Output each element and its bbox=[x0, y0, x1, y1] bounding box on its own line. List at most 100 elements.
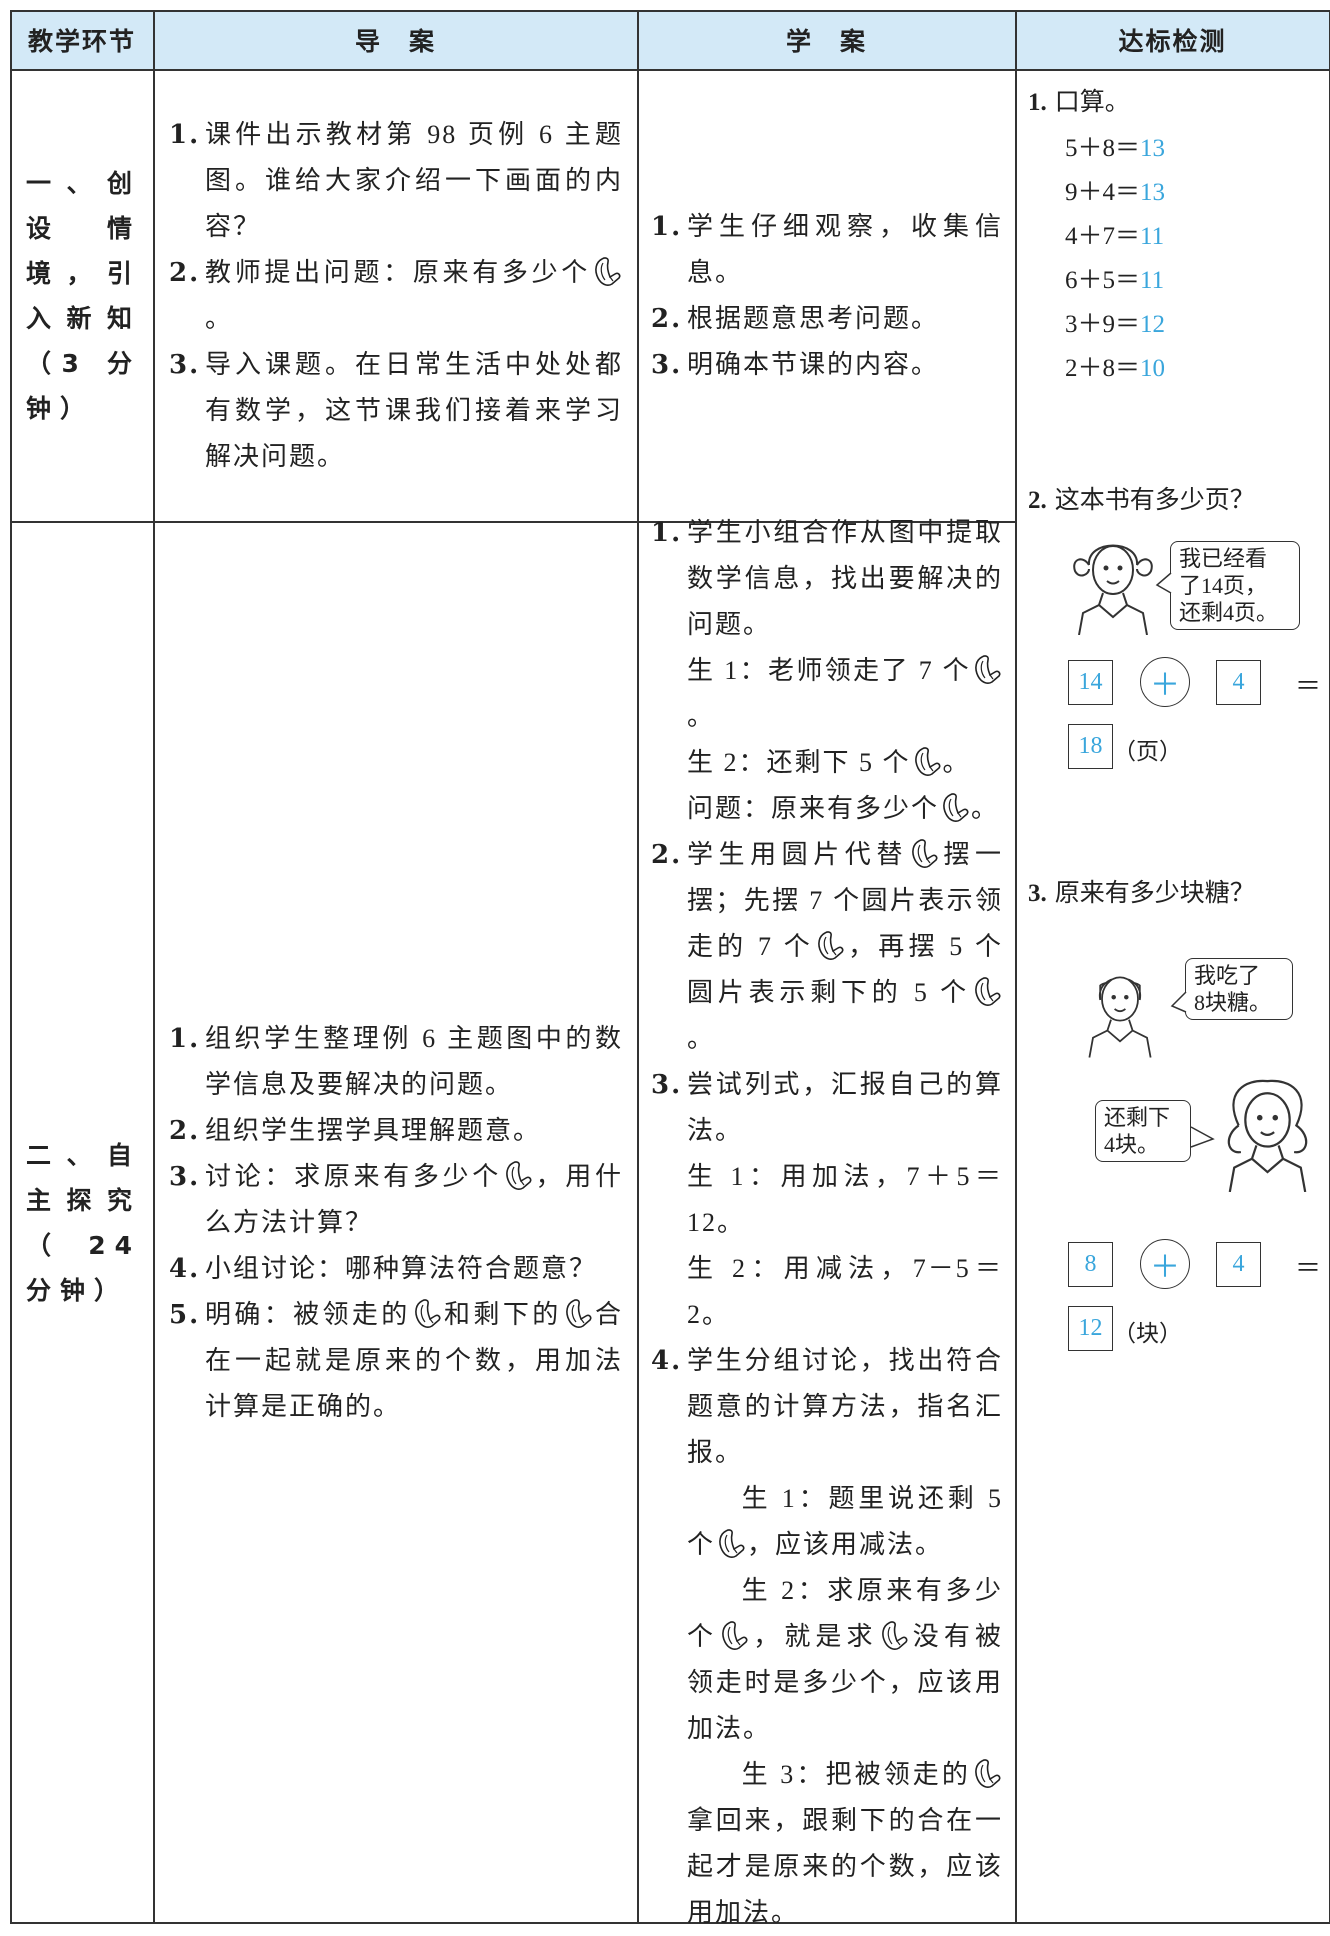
paragraph: 生 2：还剩下 5 个 。 bbox=[687, 740, 1003, 786]
answer: 12 bbox=[1140, 311, 1166, 338]
column-header: 学 案 bbox=[638, 11, 1015, 69]
unit: （页） bbox=[1113, 739, 1182, 764]
item-icon bbox=[506, 1160, 532, 1190]
paragraph: 小组讨论：哪种算法符合题意？ bbox=[205, 1246, 623, 1292]
stage-cell: 二、自主探究（24 分钟） bbox=[12, 523, 153, 1922]
text: 。 bbox=[942, 747, 971, 777]
item-number: 4. bbox=[651, 1345, 683, 1376]
list-item: 4. 学生分组讨论，找出符合题意的计算方法，指名汇报。生 1：题里说还剩 5 个，… bbox=[651, 1338, 1003, 1936]
text: 摆一摆；先摆 7 个圆片表示领走的 7 个 bbox=[687, 839, 1003, 961]
table-rule bbox=[10, 521, 1017, 523]
list-item: 2. 学生用圆片代替 摆一摆；先摆 7 个圆片表示领走的 7 个，再摆 5 个圆片表… bbox=[651, 832, 1003, 1062]
paragraph: 生 1：题里说还剩 5 个，应该用减法。 bbox=[687, 1476, 1003, 1568]
text: 学生小组合作从图中提取数学信息，找出要解决的问题。 bbox=[687, 517, 1003, 639]
expression: 2＋8＝ bbox=[1065, 355, 1141, 382]
bubble-tail bbox=[1190, 1126, 1215, 1148]
text: 和剩下的 bbox=[442, 1299, 562, 1329]
item-body: 根据题意思考问题。 bbox=[687, 296, 1003, 342]
text: ，用什么方法计算？ bbox=[205, 1161, 623, 1237]
text: ，应该用减法。 bbox=[747, 1529, 944, 1559]
item-icon bbox=[943, 792, 969, 822]
item-body: 课件出示教材第 98 页例 6 主题图。谁给大家介绍一下画面的内容？ bbox=[205, 112, 623, 250]
stage-label: 二、自主探究（24 分钟） bbox=[26, 1140, 141, 1305]
item-number: 3. bbox=[1028, 880, 1047, 907]
text: 学生分组讨论，找出符合题意的计算方法，指名汇报。 bbox=[687, 1345, 1003, 1467]
answer: 13 bbox=[1140, 135, 1166, 162]
item-icon bbox=[565, 1298, 592, 1328]
equals: ＝ bbox=[1295, 672, 1322, 701]
answer: 10 bbox=[1140, 355, 1166, 382]
paragraph: 讨论：求原来有多少个 ，用什么方法计算？ bbox=[205, 1154, 623, 1246]
list-item: 2. 根据题意思考问题。 bbox=[651, 296, 1003, 342]
paragraph: 学生分组讨论，找出符合题意的计算方法，指名汇报。 bbox=[687, 1338, 1003, 1476]
item-number: 2. bbox=[1028, 487, 1047, 514]
item-icon bbox=[818, 930, 844, 960]
text: 。 bbox=[687, 701, 716, 731]
paragraph: 生 3：把被领走的拿回来，跟剩下的合在一起才是原来的个数，应该用加法。 bbox=[687, 1752, 1003, 1936]
text: ，再摆 5 个圆片表示剩下的 5 个 bbox=[687, 931, 1003, 1007]
speech-bubble: 我吃了 8块糖。 bbox=[1185, 958, 1293, 1020]
speech-bubble: 还剩下 4块。 bbox=[1095, 1100, 1191, 1162]
text: 生 2：用减法，7－5＝2。 bbox=[687, 1253, 1003, 1329]
text: 生 1：老师领走了 7 个 bbox=[687, 655, 971, 685]
paragraph: 明确本节课的内容。 bbox=[687, 342, 1003, 388]
paragraph: 教师提出问题：原来有多少个。 bbox=[205, 250, 623, 342]
bubble-tail bbox=[1170, 991, 1187, 1013]
speech-bubble: 我已经看 了14页， 还剩4页。 bbox=[1170, 541, 1300, 630]
check-item-title: 3. 原来有多少块糖？ bbox=[1028, 873, 1255, 909]
list-item: 1. 组织学生整理例 6 主题图中的数学信息及要解决的问题。 bbox=[169, 1016, 623, 1108]
text: 学生用圆片代替 bbox=[687, 839, 908, 869]
paragraph: 学生用圆片代替 摆一摆；先摆 7 个圆片表示领走的 7 个，再摆 5 个圆片表示剩… bbox=[687, 832, 1003, 1062]
text: 小组讨论：哪种算法符合题意？ bbox=[205, 1253, 598, 1283]
text: 。 bbox=[971, 793, 1000, 823]
text: 。 bbox=[205, 304, 234, 333]
list-item: 1. 学生小组合作从图中提取数学信息，找出要解决的问题。生 1：老师领走了 7 个… bbox=[651, 510, 1003, 832]
text: 导入课题。在日常生活中处处都有数学，这节课我们接着来学习解决问题。 bbox=[205, 350, 623, 471]
oral-problem: 6＋5＝11 bbox=[1065, 260, 1164, 296]
study-cell: 1. 学生仔细观察，收集信息。 2. 根据题意思考问题。 3. 明确本节课的内容。 bbox=[639, 71, 1015, 521]
answer: 11 bbox=[1140, 267, 1165, 294]
item-number: 4. bbox=[169, 1253, 201, 1284]
answer-box: 18 bbox=[1068, 724, 1113, 769]
item-body: 尝试列式，汇报自己的算法。生 1：用加法，7＋5＝12。生 2：用减法，7－5＝… bbox=[687, 1062, 1003, 1338]
item-icon bbox=[975, 1758, 1001, 1788]
paragraph: 课件出示教材第 98 页例 6 主题图。谁给大家介绍一下画面的内容？ bbox=[205, 112, 623, 250]
text: 讨论：求原来有多少个 bbox=[205, 1161, 502, 1191]
item-number: 2. bbox=[169, 1115, 201, 1146]
oral-problem: 9＋4＝13 bbox=[1065, 172, 1165, 208]
expression: 9＋4＝ bbox=[1065, 179, 1141, 206]
unit: （块） bbox=[1113, 1321, 1182, 1346]
paragraph: 学生仔细观察，收集信息。 bbox=[687, 204, 1003, 296]
expression: 5＋8＝ bbox=[1065, 135, 1141, 162]
list-item: 1. 课件出示教材第 98 页例 6 主题图。谁给大家介绍一下画面的内容？ bbox=[169, 112, 623, 250]
text: 生 1：题里说还剩 5 个 bbox=[687, 1483, 1003, 1559]
list-item: 2. 教师提出问题：原来有多少个。 bbox=[169, 250, 623, 342]
check-item-title: 1. 口算。 bbox=[1028, 82, 1130, 118]
bubble-tail bbox=[1155, 572, 1172, 594]
column-header: 达标检测 bbox=[1016, 11, 1329, 69]
stage-cell: 一、创设情境，引入新知（3 分钟） bbox=[12, 71, 153, 521]
text: 明确：被领走的 bbox=[205, 1299, 411, 1329]
item-number: 1. bbox=[1028, 89, 1047, 116]
oral-problem: 2＋8＝10 bbox=[1065, 348, 1165, 384]
column-header: 教学环节 bbox=[11, 11, 153, 69]
item-icon bbox=[595, 257, 621, 286]
text: 教师提出问题：原来有多少个 bbox=[205, 258, 591, 287]
text: 学生仔细观察，收集信息。 bbox=[687, 212, 1003, 287]
operator: ＋ bbox=[1140, 657, 1190, 707]
list-item: 2. 组织学生摆学具理解题意。 bbox=[169, 1108, 623, 1154]
answer: 13 bbox=[1140, 179, 1166, 206]
item-number: 1. bbox=[169, 1023, 201, 1054]
item-icon bbox=[722, 1620, 748, 1650]
bubble-line: 4块。 bbox=[1104, 1132, 1160, 1157]
table-rule bbox=[10, 69, 1330, 71]
illustration bbox=[1073, 544, 1153, 635]
paragraph: 根据题意思考问题。 bbox=[687, 296, 1003, 342]
text: 合在一起就是原来的个数，用加法计算是正确的。 bbox=[205, 1299, 623, 1421]
stage-label: 一、创设情境，引入新知（3 分钟） bbox=[26, 169, 141, 423]
item-body: 教师提出问题：原来有多少个。 bbox=[205, 250, 623, 342]
illustration bbox=[1227, 1079, 1308, 1192]
text: 尝试列式，汇报自己的算法。 bbox=[687, 1069, 1003, 1145]
item-number: 2. bbox=[651, 839, 683, 870]
text: 生 2：求原来有多少个 bbox=[687, 1575, 1003, 1651]
